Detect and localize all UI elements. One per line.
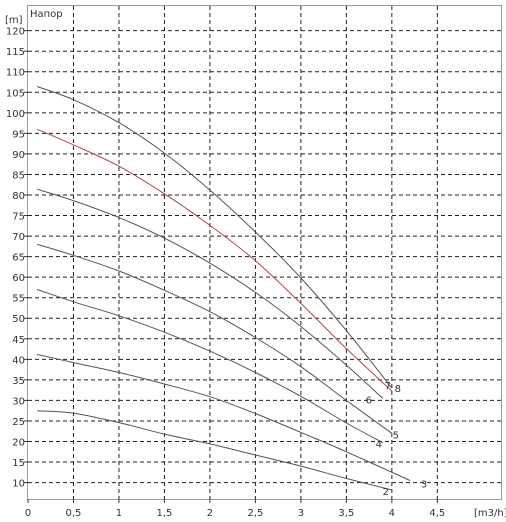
y-tick-label: 95 <box>12 129 25 140</box>
y-tick-label: 90 <box>12 150 25 161</box>
series-label-6: 6 <box>366 395 372 406</box>
x-tick-label: 4,5 <box>429 508 445 519</box>
chart-title: Напор <box>30 9 63 20</box>
y-tick-label: 110 <box>6 68 25 79</box>
series-line-8 <box>36 86 393 389</box>
x-tick-label: 1 <box>116 508 122 519</box>
x-tick-label: 4 <box>389 508 395 519</box>
series-label-2: 2 <box>383 487 389 498</box>
y-tick-label: 85 <box>12 170 25 181</box>
y-tick-label: 75 <box>12 212 25 223</box>
y-tick-label: 35 <box>12 376 25 387</box>
x-tick-label: 1,5 <box>156 508 172 519</box>
series-label-8: 8 <box>395 384 401 395</box>
y-tick-label: 55 <box>12 294 25 305</box>
y-tick-label: 115 <box>6 47 25 58</box>
x-tick-label: 0 <box>25 508 31 519</box>
y-tick-label: 60 <box>12 273 25 284</box>
y-tick-label: 25 <box>12 417 25 428</box>
x-axis-label: [m3/h] <box>474 508 506 519</box>
y-tick-label: 15 <box>12 458 25 469</box>
x-tick-label: 2,5 <box>247 508 263 519</box>
series-label-7: 7 <box>385 381 391 392</box>
series-label-3: 3 <box>421 480 427 491</box>
y-tick-label: 120 <box>6 27 25 38</box>
x-tick-label: 2 <box>207 508 213 519</box>
series-line-7 <box>36 128 393 392</box>
y-tick-label: 100 <box>6 109 25 120</box>
series-line-6 <box>36 188 384 399</box>
y-tick-label: 50 <box>12 314 25 325</box>
y-axis-label: [m] <box>5 15 23 26</box>
y-tick-label: 80 <box>12 191 25 202</box>
y-tick-label: 30 <box>12 396 25 407</box>
series-label-4: 4 <box>376 440 382 451</box>
y-tick-label: 40 <box>12 355 25 366</box>
series-group <box>36 86 411 491</box>
series-line-4 <box>36 289 384 444</box>
y-tick-label: 65 <box>12 253 25 264</box>
y-tick-label: 45 <box>12 335 25 346</box>
y-tick-labels: 10 15 20 25 30 35 40 45 50 55 60 65 70 75 80 85 90 95 100 1… <box>6 27 25 490</box>
series-line-3 <box>36 353 411 481</box>
x-tick-labels: 0 0,5 1 1,5 2 2,5 3 3,5 4 4,5 <box>25 508 445 519</box>
plot-frame <box>27 5 502 500</box>
series-label-5: 5 <box>393 430 399 441</box>
series-line-2 <box>37 410 392 491</box>
grid <box>24 6 501 503</box>
x-tick-label: 3,5 <box>338 508 354 519</box>
x-tick-label: 0,5 <box>66 508 82 519</box>
y-tick-label: 20 <box>12 437 25 448</box>
y-tick-label: 70 <box>12 232 25 243</box>
series-labels: 2 3 45 6 7 8 <box>366 381 428 498</box>
x-tick-label: 3 <box>298 508 304 519</box>
series-line-5 <box>36 243 393 434</box>
y-tick-label: 10 <box>12 479 25 490</box>
y-tick-label: 105 <box>6 88 25 99</box>
